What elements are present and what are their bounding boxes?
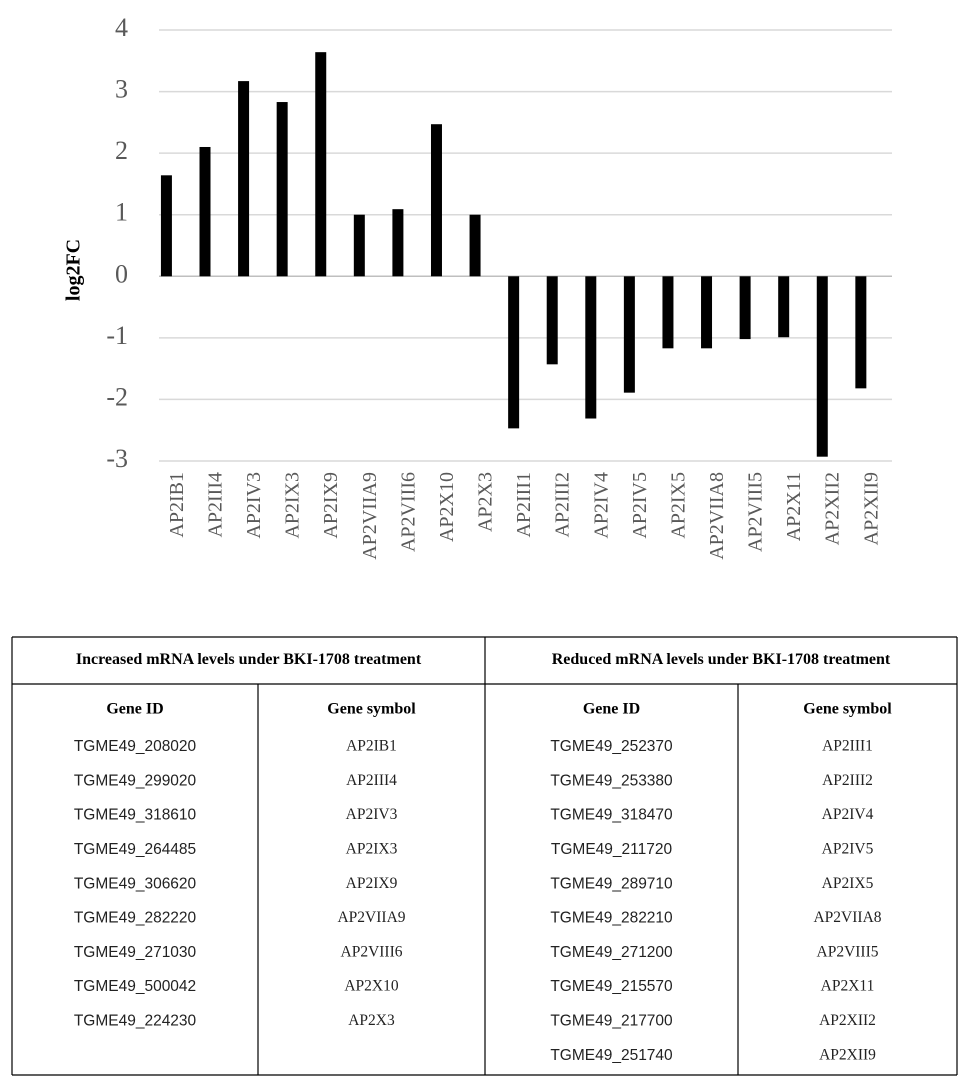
table-cell: AP2VIIA8: [813, 909, 881, 926]
bar: [160, 175, 172, 277]
bar: [199, 146, 211, 277]
bar: [276, 102, 288, 277]
x-tick-label: AP2X3: [475, 472, 497, 532]
table-cell: TGME49_252370: [550, 738, 673, 755]
x-tick-label: AP2X10: [436, 472, 458, 542]
y-tick-label: 4: [115, 13, 128, 42]
bar: [739, 276, 751, 340]
table-cell: TGME49_253380: [550, 772, 673, 789]
table-cell: AP2X3: [348, 1012, 395, 1029]
table-cell: TGME49_264485: [74, 841, 196, 858]
x-tick-label: AP2IX5: [667, 472, 689, 539]
table-cell: TGME49_282210: [550, 910, 673, 927]
x-tick-label: AP2IV4: [590, 472, 612, 539]
bar: [238, 81, 250, 277]
table-cell: AP2IX3: [346, 840, 398, 857]
table-cell: TGME49_500042: [74, 978, 196, 995]
y-axis-label: log2FC: [63, 239, 85, 301]
table-cell: TGME49_306620: [74, 875, 197, 892]
y-tick-label: -1: [106, 321, 128, 350]
x-tick-label: AP2VIII5: [745, 472, 767, 552]
x-tick-label: AP2XII2: [822, 472, 844, 545]
table-cell: AP2VIIA9: [337, 909, 405, 926]
table-cell: AP2III4: [346, 772, 397, 789]
y-tick-label: 1: [115, 198, 128, 227]
bar: [430, 124, 442, 277]
bar: [392, 209, 404, 277]
x-tick-label: AP2IB1: [166, 472, 188, 538]
table-cell: TGME49_217700: [550, 1012, 673, 1029]
table-cell: TGME49_318470: [550, 807, 673, 824]
table-cell: AP2XII2: [819, 1012, 876, 1029]
column-header: Gene ID: [583, 701, 640, 718]
bar: [585, 276, 597, 419]
table-cell: TGME49_271030: [74, 944, 197, 961]
table-cell: AP2X11: [821, 978, 875, 995]
bar: [816, 276, 828, 457]
bar: [778, 276, 790, 338]
table-cell: AP2IB1: [346, 738, 397, 755]
table-cell: TGME49_271200: [550, 944, 673, 961]
x-tick-label: AP2IV5: [629, 472, 651, 539]
table-cell: AP2VIII6: [341, 943, 403, 960]
bar: [855, 276, 867, 389]
y-tick-label: 2: [115, 136, 128, 165]
group-header: Reduced mRNA levels under BKI-1708 treat…: [552, 651, 891, 668]
x-tick-label: AP2IX3: [282, 472, 304, 539]
bar: [508, 276, 520, 429]
bar: [353, 214, 365, 277]
bar: [701, 276, 713, 349]
bar: [469, 214, 481, 277]
bar: [623, 276, 635, 393]
x-tick-label: AP2IX9: [320, 472, 342, 539]
x-tick-label: AP2IV3: [243, 472, 265, 539]
y-tick-label: -3: [106, 444, 128, 473]
x-tick-label: AP2VIIA9: [359, 472, 381, 560]
table-cell: AP2VIII5: [817, 943, 879, 960]
bar: [546, 276, 558, 365]
y-tick-label: 0: [115, 259, 128, 288]
table-cell: AP2IV5: [822, 840, 874, 857]
table-cell: AP2IV3: [346, 806, 398, 823]
table-cell: AP2IV4: [822, 806, 874, 823]
table-cell: AP2IX9: [346, 875, 398, 892]
x-tick-label: AP2X11: [783, 472, 805, 541]
table-cell: TGME49_289710: [550, 875, 673, 892]
x-tick-label: AP2III1: [513, 472, 535, 538]
group-header: Increased mRNA levels under BKI-1708 tre…: [76, 651, 422, 668]
x-tick-label: AP2III2: [552, 472, 574, 538]
table-cell: AP2IX5: [822, 875, 874, 892]
bar: [315, 52, 327, 277]
x-tick-label: AP2VIII6: [397, 472, 419, 552]
y-tick-label: -2: [106, 382, 128, 411]
table-cell: AP2X10: [344, 978, 399, 995]
bar: [662, 276, 674, 349]
x-tick-label: AP2XII9: [860, 472, 882, 545]
table-cell: TGME49_208020: [74, 738, 197, 755]
table-cell: TGME49_299020: [74, 772, 197, 789]
table-cell: TGME49_215570: [550, 978, 673, 995]
table-cell: TGME49_282220: [74, 910, 197, 927]
column-header: Gene ID: [106, 701, 163, 718]
table-cell: TGME49_211720: [551, 841, 673, 858]
x-tick-label: AP2III4: [204, 472, 226, 538]
table-cell: AP2XII9: [819, 1046, 876, 1063]
table-cell: AP2III2: [822, 772, 873, 789]
table-cell: TGME49_318610: [74, 807, 197, 824]
x-tick-label: AP2VIIA8: [706, 472, 728, 560]
column-header: Gene symbol: [803, 701, 892, 718]
y-tick-label: 3: [115, 75, 128, 104]
column-header: Gene symbol: [327, 701, 416, 718]
table-cell: TGME49_251740: [550, 1047, 673, 1064]
table-cell: AP2III1: [822, 738, 873, 755]
table-cell: TGME49_224230: [74, 1012, 197, 1029]
